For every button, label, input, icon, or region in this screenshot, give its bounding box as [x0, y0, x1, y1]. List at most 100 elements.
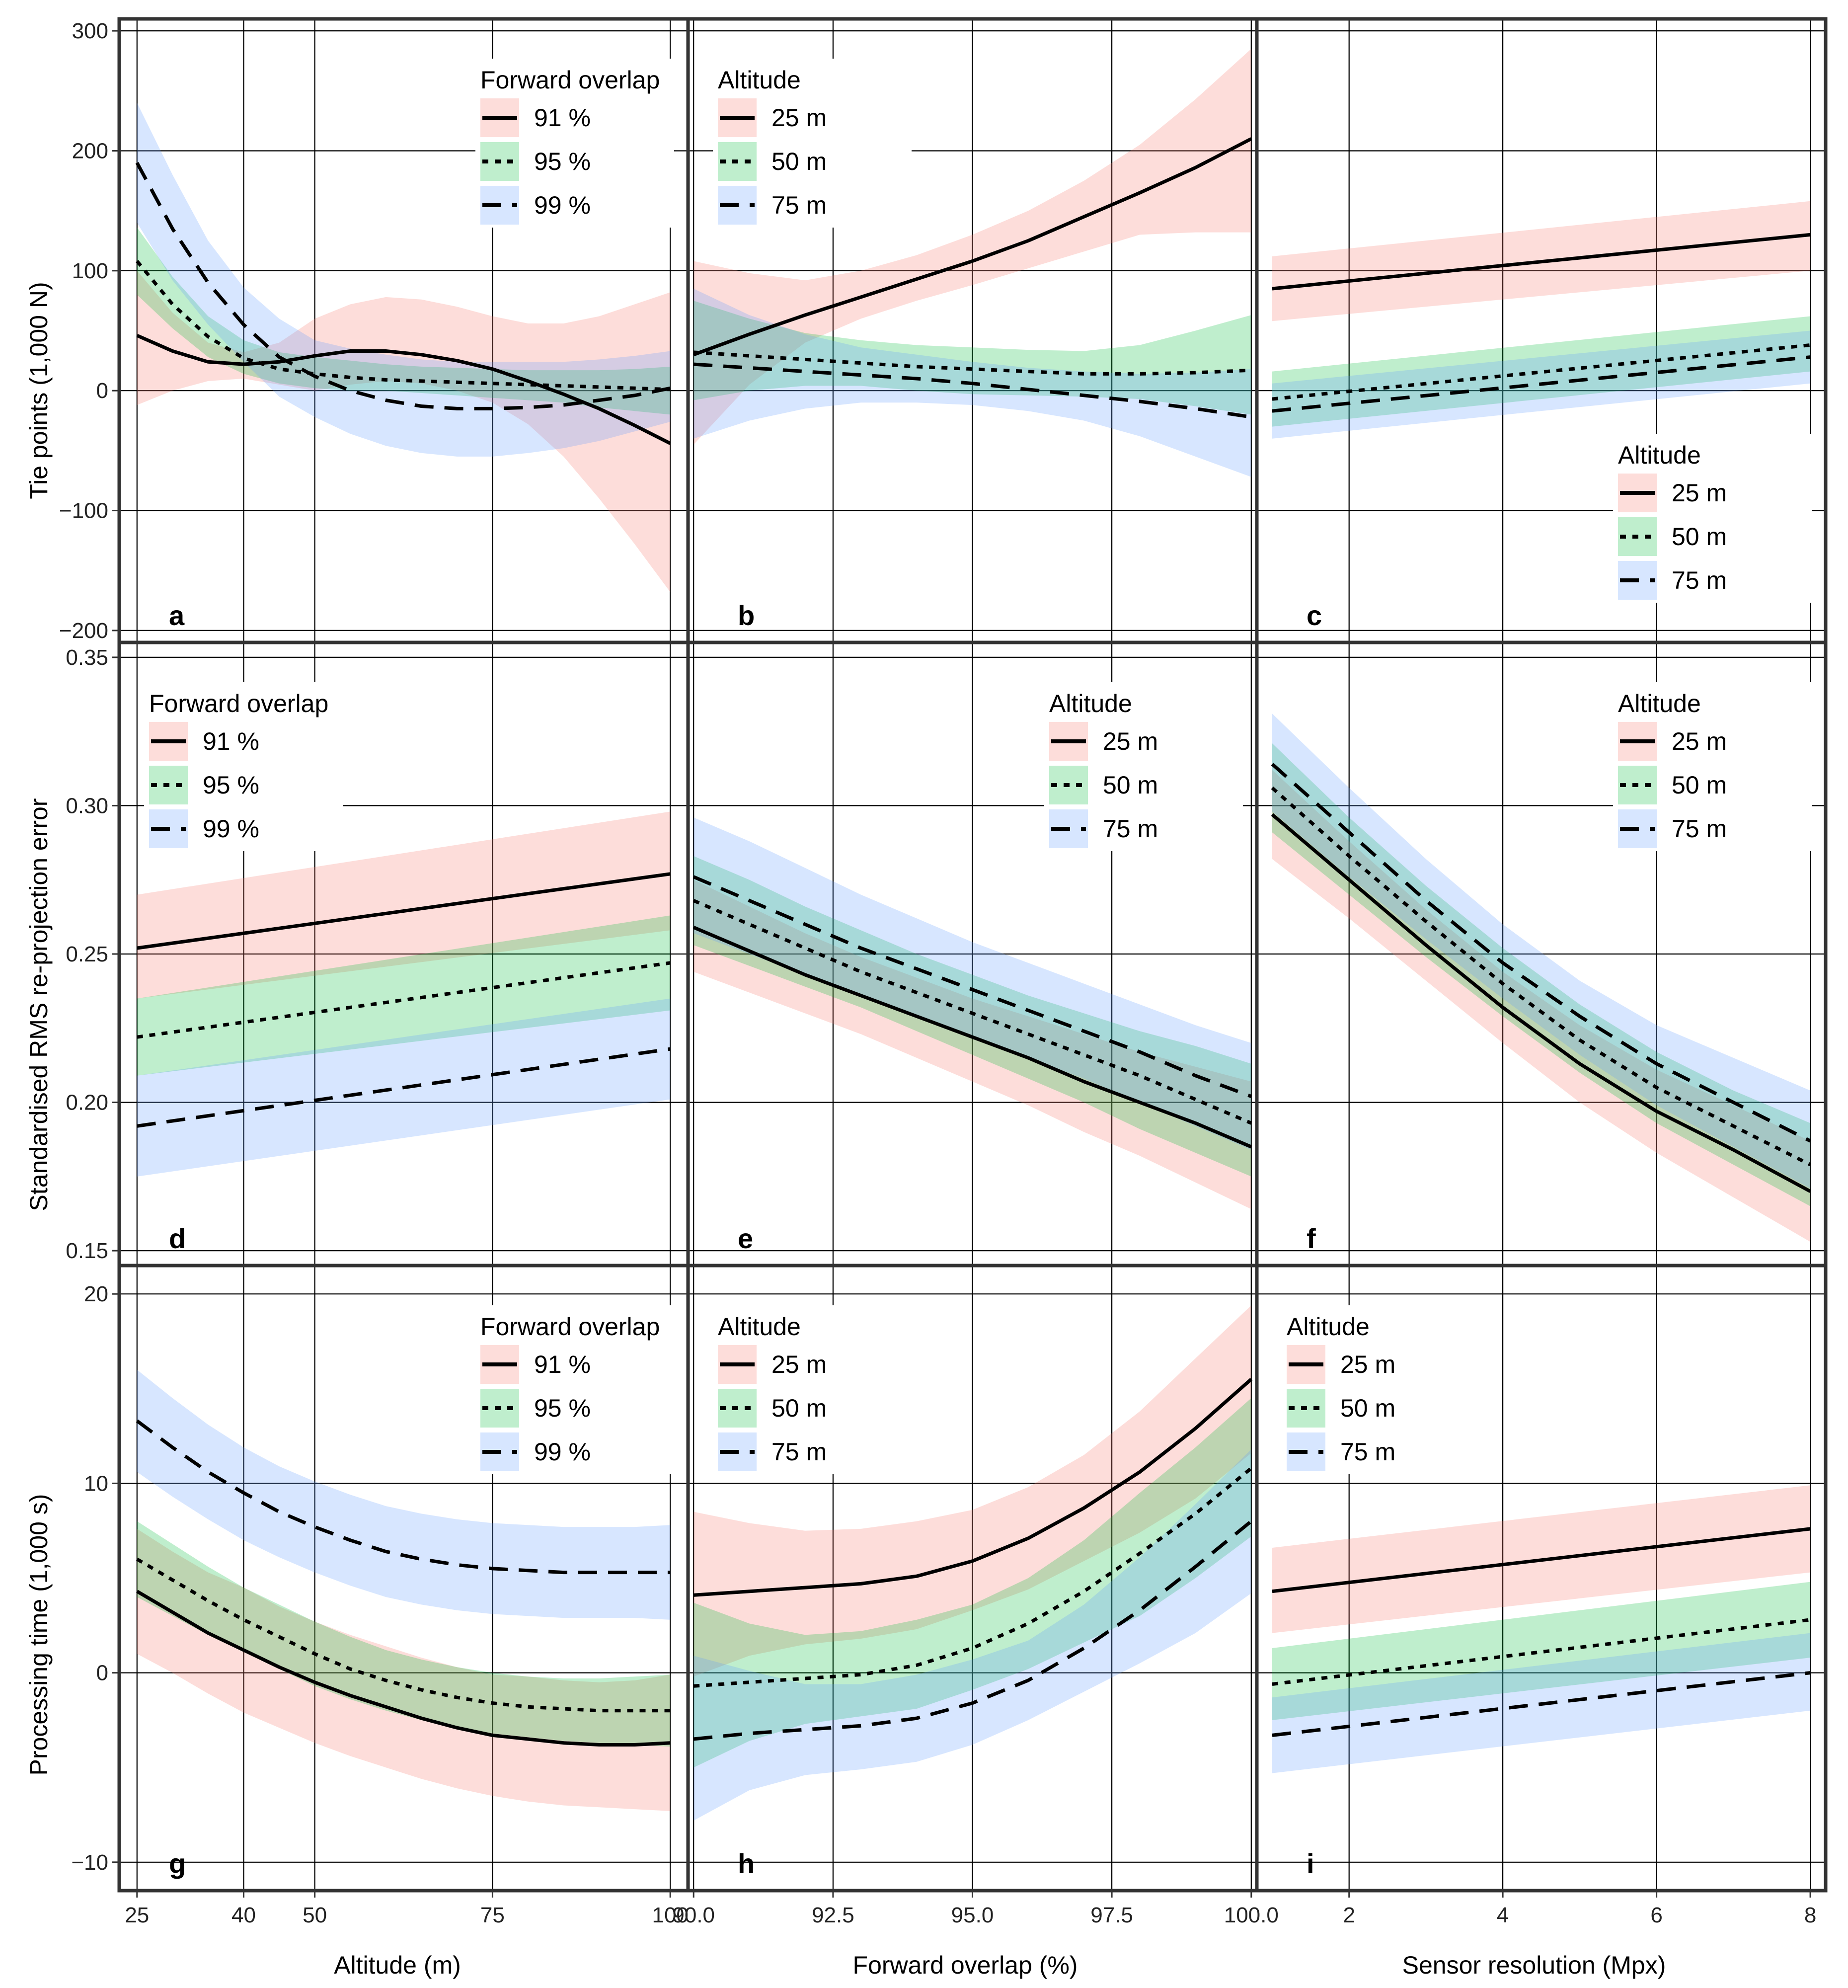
legend-box: [1044, 682, 1243, 851]
confidence-band-91: [137, 811, 671, 999]
x-tick-label: 92.5: [812, 1903, 854, 1927]
y-tick-label: 0.15: [66, 1239, 108, 1263]
x-tick-label: 75: [480, 1903, 505, 1927]
legend-title: Altitude: [718, 1313, 801, 1341]
panel-letter: b: [738, 600, 755, 631]
legend-label: 50 m: [1672, 771, 1727, 799]
legend-title: Altitude: [718, 66, 801, 94]
x-tick-label: 8: [1804, 1903, 1816, 1927]
legend-box: [1613, 434, 1812, 603]
series-line-50m: [693, 1467, 1253, 1688]
legend-label: 95 %: [534, 148, 591, 175]
legend-label: 25 m: [1103, 727, 1158, 755]
confidence-band-99: [137, 1369, 671, 1620]
legend: Altitude 25 m 50 m 75 m: [1044, 682, 1243, 851]
legend: Forward overlap 91 % 95 % 99 %: [475, 59, 674, 228]
y-tick-label: 0.20: [66, 1091, 108, 1115]
legend-label: 50 m: [1103, 771, 1158, 799]
series-line-91: [137, 872, 671, 950]
x-tick-label: 40: [231, 1903, 256, 1927]
legend-label: 50 m: [1340, 1394, 1395, 1422]
legend-label: 95 %: [203, 771, 259, 799]
panel-letter: a: [169, 600, 185, 631]
legend-label: 50 m: [771, 148, 827, 175]
legend-label: 99 %: [203, 815, 259, 843]
series-line-25m: [1272, 1527, 1811, 1593]
series-line-25m: [693, 926, 1252, 1149]
series-line-25m: [1271, 813, 1811, 1193]
series-line-75m: [693, 362, 1252, 419]
panel-h: Altitude 25 m 50 m 75 m h 90.0 92.5 95.0 97.5 100…: [672, 1264, 1279, 1927]
confidence-band-75m: [1272, 714, 1811, 1189]
legend-label: 75 m: [1340, 1438, 1395, 1466]
series-line-99: [137, 1047, 671, 1128]
confidence-band-25m: [693, 49, 1251, 445]
legend-label: 25 m: [771, 1351, 827, 1378]
series-line-25m: [693, 1378, 1253, 1597]
legend-title: Altitude: [1618, 441, 1701, 469]
panel-d: Forward overlap 91 % 95 % 99 % d 0.15 0.20 0.25…: [66, 640, 690, 1268]
confidence-band-25m: [1272, 770, 1811, 1242]
legend-label: 75 m: [1672, 566, 1727, 594]
legend-label: 50 m: [1672, 523, 1727, 551]
series-line-50m: [1272, 1618, 1811, 1686]
outer-axes: Tie points (1,000 N) Standardised RMS re…: [25, 282, 1666, 1979]
panel-e: Altitude 25 m 50 m 75 m e: [686, 640, 1259, 1268]
x-tick-label: 25: [125, 1903, 149, 1927]
confidence-band-95: [137, 915, 671, 1076]
x-tick-label: 4: [1497, 1903, 1509, 1927]
legend-label: 50 m: [771, 1394, 827, 1422]
legend-label: 99 %: [534, 1438, 591, 1466]
y-tick-label: −100: [59, 499, 108, 523]
confidence-band-95: [137, 1521, 671, 1747]
legend-label: 95 %: [534, 1394, 591, 1422]
x-tick-label: 97.5: [1090, 1903, 1133, 1927]
x-title-col-2: Forward overlap (%): [853, 1951, 1078, 1979]
y-tick-label: 0.35: [66, 645, 108, 670]
legend-label: 75 m: [771, 1438, 827, 1466]
series-line-50m: [1271, 786, 1811, 1167]
y-tick-label: 0: [96, 1661, 108, 1685]
legend-title: Forward overlap: [149, 690, 328, 717]
legend-box: [475, 59, 674, 228]
panel-b: Altitude 25 m 50 m 75 m b: [686, 17, 1259, 644]
x-title-col-1: Altitude (m): [334, 1951, 461, 1979]
legend-box: [1282, 1305, 1480, 1474]
y-tick-label: 100: [72, 259, 108, 283]
legend-box: [713, 1305, 912, 1474]
series-line-75m: [1271, 763, 1811, 1143]
x-tick-label: 2: [1343, 1903, 1355, 1927]
panel-i: Altitude 25 m 50 m 75 m i 2 4 6 8: [1255, 1264, 1828, 1927]
confidence-band-25m: [693, 879, 1251, 1209]
y-tick-label: −10: [71, 1850, 108, 1875]
y-tick-label: 200: [72, 139, 108, 163]
x-tick-label: 95.0: [951, 1903, 994, 1927]
x-title-col-3: Sensor resolution (Mpx): [1402, 1951, 1666, 1979]
panel-letter: c: [1307, 600, 1322, 631]
series-line-91: [136, 1590, 671, 1747]
x-tick-label: 6: [1650, 1903, 1662, 1927]
series-line-99: [136, 1419, 671, 1575]
legend-label: 75 m: [1672, 815, 1727, 843]
confidence-band-25m: [693, 1305, 1251, 1677]
panel-letter: i: [1307, 1848, 1314, 1879]
series-line-25m: [1272, 233, 1811, 291]
legend-title: Forward overlap: [480, 66, 660, 94]
panel-border: [1255, 1264, 1828, 1893]
legend-box: [1613, 682, 1812, 851]
y-title-row-3: Processing time (1,000 s): [25, 1494, 53, 1776]
legend: Forward overlap 91 % 95 % 99 %: [475, 1305, 674, 1474]
legend: Altitude 25 m 50 m 75 m: [1282, 1305, 1480, 1474]
series-line-25m: [693, 137, 1252, 357]
panel-f: Altitude 25 m 50 m 75 m f: [1255, 640, 1828, 1268]
legend-label: 25 m: [1340, 1351, 1395, 1378]
series-line-95: [136, 1557, 671, 1713]
series-line-75m: [1272, 355, 1811, 413]
legend-label: 91 %: [534, 1351, 591, 1378]
x-tick-label: 50: [303, 1903, 327, 1927]
x-tick-label: 100: [652, 1903, 688, 1927]
series-line-75m: [693, 875, 1252, 1098]
legend-label: 25 m: [1672, 479, 1727, 507]
y-tick-label: 10: [84, 1471, 108, 1496]
legend-title: Altitude: [1618, 690, 1701, 717]
